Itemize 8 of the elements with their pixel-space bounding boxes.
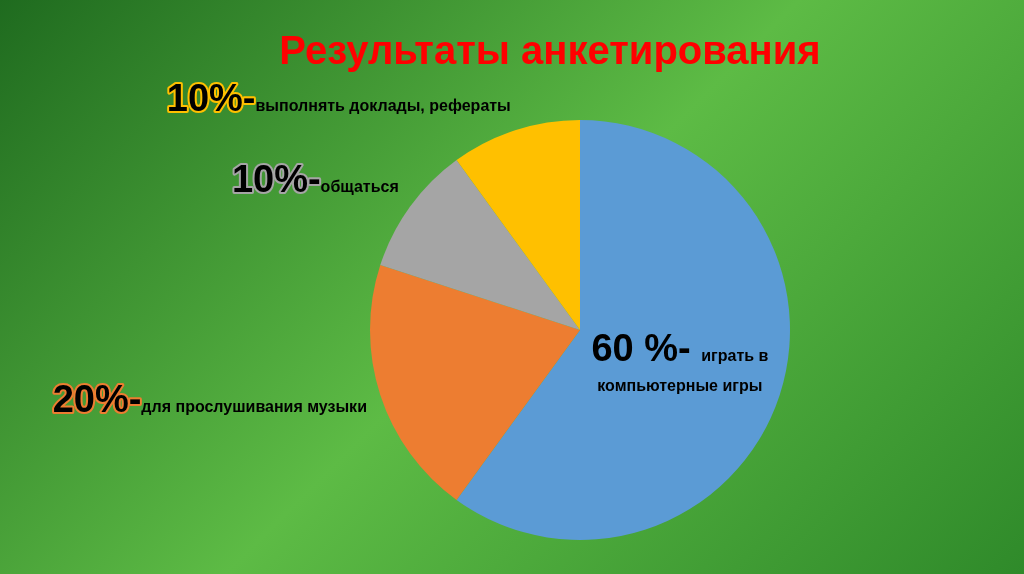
chart-title: Результаты анкетирования [279,28,821,72]
data-label: 10%- [166,76,256,119]
data-label: 10%- [231,158,321,201]
data-label: 60 %- [591,327,691,370]
slice-label: для прослушивания музыки [141,398,367,416]
data-label: 20%- [52,378,142,421]
slice-label: общаться [320,178,399,196]
slice-label: выполнять доклады, рефераты [255,96,511,114]
